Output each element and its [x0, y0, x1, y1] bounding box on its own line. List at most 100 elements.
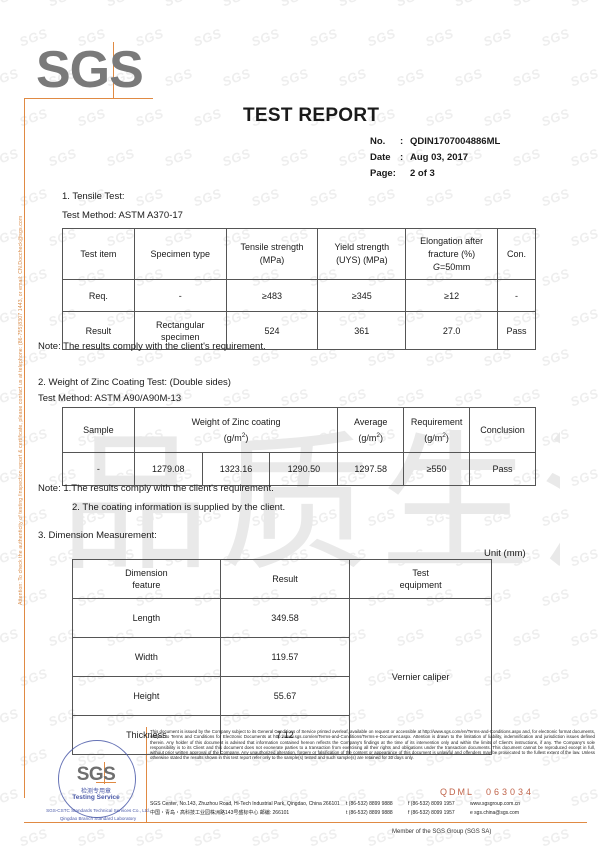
- stamp-crosshair-vertical: [104, 762, 105, 784]
- cell-result: 7.12: [219, 715, 351, 755]
- cell-specimen: -: [133, 279, 227, 312]
- th-average-line1: Average: [354, 416, 388, 427]
- address-line-en: SGS Center, No.143, Zhuzhou Road, Hi-Tec…: [150, 800, 600, 809]
- th-yield-line1: Yield strength: [334, 242, 390, 252]
- unit-prefix: (g/m: [424, 432, 443, 443]
- dimension-measurement-table: Dimension feature Result Test equipment …: [72, 559, 492, 755]
- th-tensile-line2: (MPa): [259, 255, 285, 265]
- rule-top-right: [113, 98, 153, 99]
- address-en: SGS Center, No.143, Zhuzhou Road, Hi-Tec…: [150, 801, 340, 807]
- th-result: Result: [219, 559, 351, 599]
- unit-exponent: 2: [442, 431, 446, 439]
- cell-tensile: ≥483: [225, 279, 319, 312]
- address-en-web: www.sgsgroup.com.cn: [470, 801, 521, 807]
- address-en-tel: t (86-532) 8899 9888: [346, 801, 393, 807]
- report-number-label: No.: [370, 136, 386, 147]
- authenticity-note: Attention: To check the authenticity of …: [18, 215, 24, 605]
- unit-exponent: 2: [241, 431, 246, 439]
- section2-note-1: Note: 1.The results comply with the clie…: [38, 483, 274, 494]
- table-row: Height 55.67: [72, 676, 492, 716]
- table-row: Length 349.58 Vernier caliper: [72, 598, 492, 755]
- section1-heading: 1. Tensile Test:: [62, 191, 125, 202]
- testing-service-stamp: SGS 检测专用章 Testing Service SGS-CSTC Stand…: [44, 738, 152, 830]
- unit-suffix: ): [245, 432, 249, 443]
- stamp-company-line2: Qingdao Branch Standard Laboratory: [59, 816, 137, 821]
- th-requirement: Requirement (g/m2): [403, 407, 471, 453]
- cell-conclusion: Pass: [497, 311, 536, 350]
- office-address: SGS Center, No.143, Zhuzhou Road, Hi-Tec…: [150, 800, 600, 818]
- rule-top-left: [24, 98, 114, 99]
- th-weight-line1: Weight of Zinc coating: [191, 416, 281, 427]
- stamp-digits: 063034: [486, 787, 535, 797]
- table-row: Result Rectangular specimen 524 361 27.0…: [62, 311, 536, 350]
- th-equipment-line2: equipment: [399, 580, 442, 590]
- th-dimension-feature: Dimension feature: [72, 559, 221, 599]
- section2-method: Test Method: ASTM A90/A90M-13: [38, 393, 182, 404]
- th-average: Average (g/m2): [337, 407, 405, 453]
- th-elong-line1: Elongation after: [420, 235, 484, 246]
- cell-requirement: ≥550: [403, 452, 471, 486]
- th-yield-line2: (UYS) (MPa): [336, 255, 388, 265]
- table-row: Req. - ≥483 ≥345 ≥12 -: [62, 279, 536, 312]
- tensile-test-table: Test item Specimen type Tensile strength…: [62, 228, 536, 350]
- member-line: Member of the SGS Group (SGS SA): [392, 829, 492, 835]
- cell-zinc-2: 1323.16: [201, 452, 271, 486]
- stamp-number: QDML 063034: [440, 787, 534, 797]
- th-tensile-strength: Tensile strength (MPa): [225, 228, 319, 280]
- rule-vertical-logo: [113, 42, 114, 99]
- table-header-row: Sample Weight of Zinc coating (g/m2) Ave…: [62, 407, 536, 453]
- th-average-unit: (g/m2): [340, 429, 401, 445]
- address-cn-mail: e sgs.china@sgs.com: [470, 810, 519, 816]
- cell-feature: Width: [72, 637, 221, 677]
- address-line-cn: 中国・青岛・高科技工业园株洲路143号盛标中心 邮编: 266101 t (86…: [150, 809, 600, 818]
- th-conclusion: Conclusion: [469, 407, 536, 453]
- zinc-coating-table: Sample Weight of Zinc coating (g/m2) Ave…: [62, 407, 536, 486]
- address-cn: 中国・青岛・高科技工业园株洲路143号盛标中心 邮编: 266101: [150, 810, 290, 816]
- report-page-value: 2 of 3: [410, 168, 435, 179]
- stamp-sgs-text: SGS: [76, 764, 116, 785]
- gauge-value: =50mm: [439, 261, 471, 272]
- table-header-row: Test item Specimen type Tensile strength…: [62, 228, 536, 280]
- unit-prefix: (g/m: [358, 432, 377, 443]
- th-yield-strength: Yield strength (UYS) (MPa): [317, 228, 407, 280]
- address-cn-fax: f (86-532) 8099 1957: [408, 810, 455, 816]
- section3-heading: 3. Dimension Measurement:: [38, 530, 157, 541]
- unit-exponent: 2: [376, 431, 381, 439]
- rule-left-margin: [24, 98, 25, 798]
- th-elongation: Elongation after fracture (%) G=50mm: [405, 228, 499, 280]
- address-en-fax: f (86-532) 8099 1957: [408, 801, 455, 807]
- sgs-logo: SGS: [36, 41, 144, 99]
- cell-zinc-3: 1290.50: [269, 452, 339, 486]
- cell-yield: ≥345: [317, 279, 407, 312]
- th-weight-unit: (g/m2): [137, 429, 335, 445]
- report-date-row: Date : Aug 03, 2017: [370, 152, 500, 163]
- colon-1: :: [400, 136, 404, 147]
- cell-feature: Length: [72, 598, 221, 638]
- report-date-value: Aug 03, 2017: [410, 152, 469, 163]
- report-number-row: No. : QDIN1707004886ML: [370, 136, 500, 147]
- section1-method: Test Method: ASTM A370-17: [62, 210, 183, 221]
- section3-unit: Unit (mm): [484, 548, 526, 559]
- stamp-company-line1: SGS-CSTC Standards Technical Services Co…: [46, 808, 150, 813]
- th-dimension-line2: feature: [132, 580, 161, 590]
- cell-equipment: Vernier caliper: [349, 598, 492, 755]
- report-number-value: QDIN1707004886ML: [410, 136, 501, 147]
- section2-heading: 2. Weight of Zinc Coating Test: (Double …: [38, 377, 231, 388]
- unit-prefix: (g/m: [223, 432, 242, 443]
- th-requirement-line1: Requirement: [410, 416, 463, 427]
- stamp-ring: [58, 740, 136, 818]
- cell-average: 1297.58: [337, 452, 405, 486]
- th-requirement-unit: (g/m2): [406, 429, 467, 445]
- stamp-crosshair-horizontal: [96, 782, 116, 783]
- section2-note-2: 2. The coating information is supplied b…: [72, 502, 286, 513]
- report-meta: No. : QDIN1707004886ML Date : Aug 03, 20…: [370, 136, 500, 184]
- cell-specimen-line1: Rectangular: [155, 319, 205, 330]
- cell-specimen-line2: specimen: [160, 331, 200, 342]
- cell-feature: Height: [72, 676, 221, 716]
- stamp-english-text: Testing Service: [72, 794, 120, 801]
- th-dimension-line1: Dimension: [125, 568, 168, 578]
- cell-conclusion: Pass: [469, 452, 536, 486]
- stamp-prefix: QDML: [440, 787, 475, 797]
- table-row: Width 119.57: [72, 637, 492, 677]
- legal-disclaimer: This document is issued by the Company s…: [150, 729, 595, 761]
